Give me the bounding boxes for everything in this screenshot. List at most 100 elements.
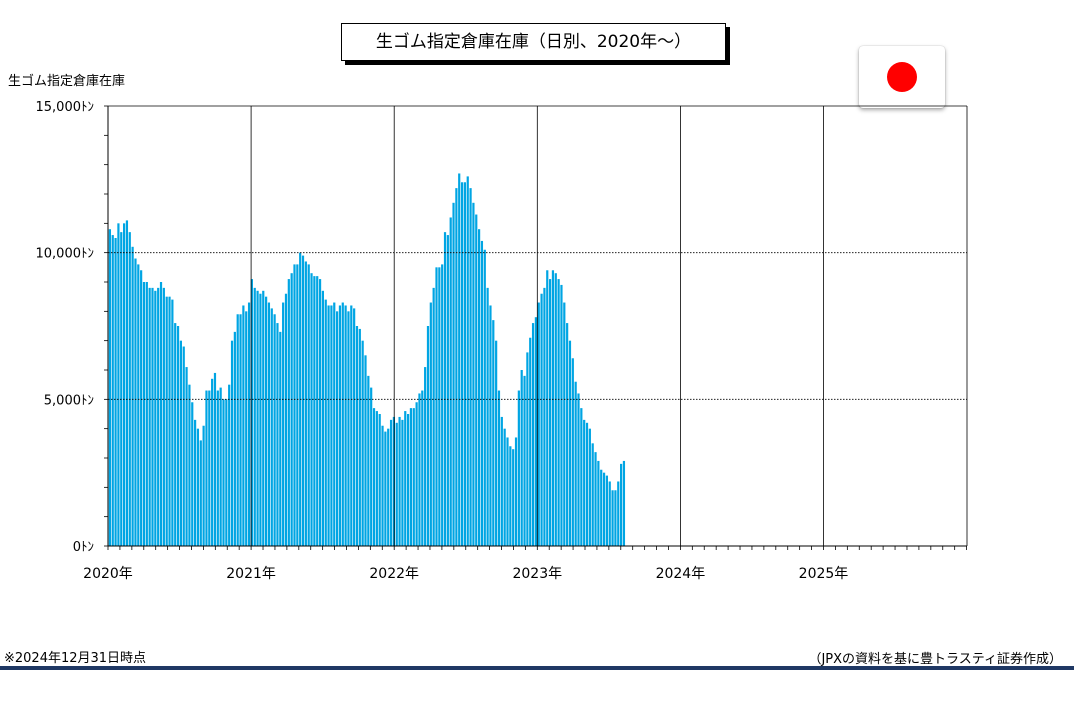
bar bbox=[353, 308, 356, 546]
x-tick-label: 2022年 bbox=[369, 566, 419, 582]
bar bbox=[506, 437, 509, 546]
bar bbox=[199, 440, 202, 546]
bar bbox=[211, 378, 214, 546]
bar bbox=[534, 317, 537, 546]
bar bbox=[330, 305, 333, 546]
bar bbox=[500, 416, 503, 546]
y-axis-title: 生ゴム指定倉庫在庫 bbox=[8, 74, 126, 89]
x-tick-label: 2020年 bbox=[83, 566, 133, 582]
bottom-rule bbox=[0, 666, 1074, 670]
bar bbox=[114, 238, 117, 546]
bar bbox=[216, 390, 219, 546]
bar bbox=[389, 419, 393, 546]
bar bbox=[145, 282, 148, 546]
bar bbox=[159, 282, 163, 546]
bar bbox=[418, 393, 421, 546]
bar bbox=[225, 399, 228, 546]
bar bbox=[344, 305, 347, 546]
bar bbox=[262, 290, 265, 546]
bar bbox=[154, 290, 157, 546]
bar bbox=[208, 390, 211, 546]
bar bbox=[375, 411, 378, 546]
bar bbox=[171, 299, 174, 546]
bar bbox=[128, 232, 131, 546]
bar bbox=[176, 326, 180, 546]
bar bbox=[600, 469, 603, 546]
bar bbox=[560, 284, 563, 546]
bar bbox=[549, 279, 552, 546]
bar bbox=[327, 305, 330, 546]
y-tick-label: 10,000ﾄﾝ bbox=[36, 247, 95, 262]
bar bbox=[205, 390, 208, 546]
bar bbox=[452, 202, 455, 547]
bar bbox=[148, 287, 151, 546]
bar bbox=[282, 302, 285, 546]
bar bbox=[293, 264, 296, 546]
bar bbox=[123, 223, 126, 546]
bar bbox=[407, 414, 410, 546]
bar bbox=[424, 367, 427, 546]
bar bbox=[537, 302, 540, 546]
bar bbox=[296, 264, 299, 546]
bar bbox=[213, 372, 217, 546]
bar bbox=[194, 419, 197, 546]
bar bbox=[455, 188, 458, 546]
bar bbox=[472, 202, 475, 547]
bar bbox=[463, 182, 466, 546]
bar bbox=[355, 326, 359, 546]
bar bbox=[182, 346, 185, 546]
bar bbox=[290, 273, 293, 546]
bar bbox=[449, 217, 452, 546]
bar bbox=[415, 402, 418, 546]
bar bbox=[316, 276, 319, 546]
bar bbox=[137, 264, 140, 546]
bar bbox=[131, 246, 134, 547]
bar bbox=[617, 481, 620, 546]
bar bbox=[486, 287, 489, 546]
bar bbox=[574, 381, 577, 546]
bar bbox=[395, 422, 398, 546]
bar bbox=[512, 449, 515, 546]
bar bbox=[620, 463, 623, 546]
bar bbox=[336, 311, 339, 546]
bar bbox=[580, 408, 583, 546]
bar bbox=[568, 340, 572, 546]
bar bbox=[475, 214, 478, 546]
bar bbox=[245, 311, 248, 546]
bar bbox=[387, 428, 390, 546]
bar bbox=[350, 305, 353, 546]
bar bbox=[514, 437, 518, 546]
bar bbox=[517, 390, 520, 546]
bar bbox=[219, 387, 222, 546]
bar bbox=[310, 273, 313, 546]
bar bbox=[301, 255, 305, 546]
bar bbox=[270, 308, 273, 546]
bar bbox=[174, 323, 177, 546]
bar bbox=[546, 270, 549, 546]
bar bbox=[611, 490, 614, 546]
bar bbox=[157, 287, 160, 546]
bar bbox=[267, 302, 271, 546]
bar bbox=[347, 311, 350, 546]
bar bbox=[140, 270, 143, 546]
bar bbox=[469, 188, 472, 546]
bar bbox=[318, 279, 322, 546]
bar bbox=[313, 276, 316, 546]
bar bbox=[571, 358, 574, 546]
bar bbox=[401, 419, 404, 546]
bar bbox=[497, 390, 501, 546]
bar bbox=[247, 302, 251, 546]
bar bbox=[142, 282, 146, 546]
footnote: ※2024年12月31日時点 bbox=[4, 651, 147, 666]
bar bbox=[250, 279, 253, 546]
bar bbox=[429, 302, 432, 546]
flag-red-circle bbox=[887, 62, 917, 92]
bar bbox=[134, 258, 137, 546]
bar bbox=[188, 384, 191, 546]
bar bbox=[588, 428, 591, 546]
bar bbox=[191, 402, 194, 546]
bar bbox=[242, 305, 245, 546]
bar bbox=[358, 328, 361, 546]
bar bbox=[287, 279, 290, 546]
x-tick-label: 2025年 bbox=[799, 566, 849, 582]
